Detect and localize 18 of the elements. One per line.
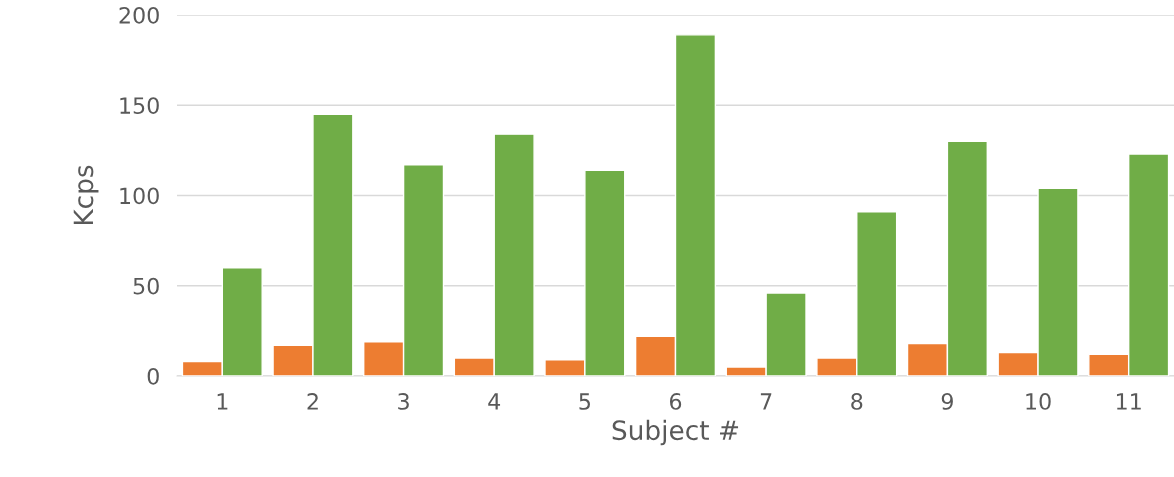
- x-tick-label: 7: [760, 393, 772, 410]
- y-tick-label: 50: [133, 277, 159, 295]
- x-tick-label: 3: [398, 393, 409, 410]
- y-tick-label: 0: [147, 367, 159, 385]
- y-tick-label: 150: [120, 97, 159, 115]
- x-tick-label: 11: [1116, 393, 1141, 410]
- x-tick-label: 9: [941, 393, 953, 410]
- x-tick-label: 8: [851, 393, 863, 410]
- x-tick-label: 10: [1026, 393, 1051, 410]
- y-tick-label: 200: [119, 6, 159, 24]
- x-axis-title: Subject #: [612, 419, 739, 446]
- x-tick-label: 2: [307, 393, 318, 410]
- x-tick-label: 4: [488, 393, 501, 410]
- x-tick-label: 5: [579, 393, 590, 410]
- y-tick-label: 100: [120, 187, 159, 205]
- y-axis-title: Kcps: [73, 165, 99, 225]
- x-tick-label: 6: [669, 393, 682, 410]
- x-tick-label: 1: [217, 393, 228, 410]
